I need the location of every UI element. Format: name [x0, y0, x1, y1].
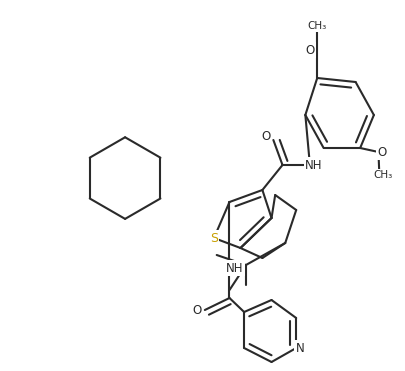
Text: CH₃: CH₃: [373, 170, 392, 180]
Text: O: O: [305, 43, 313, 56]
Text: O: O: [192, 303, 202, 316]
Text: NH: NH: [304, 158, 322, 171]
Text: N: N: [295, 341, 303, 355]
Text: CH₃: CH₃: [307, 21, 326, 31]
Text: NH: NH: [226, 262, 243, 275]
Text: O: O: [377, 145, 386, 158]
Text: O: O: [261, 130, 270, 143]
Text: S: S: [209, 232, 217, 244]
